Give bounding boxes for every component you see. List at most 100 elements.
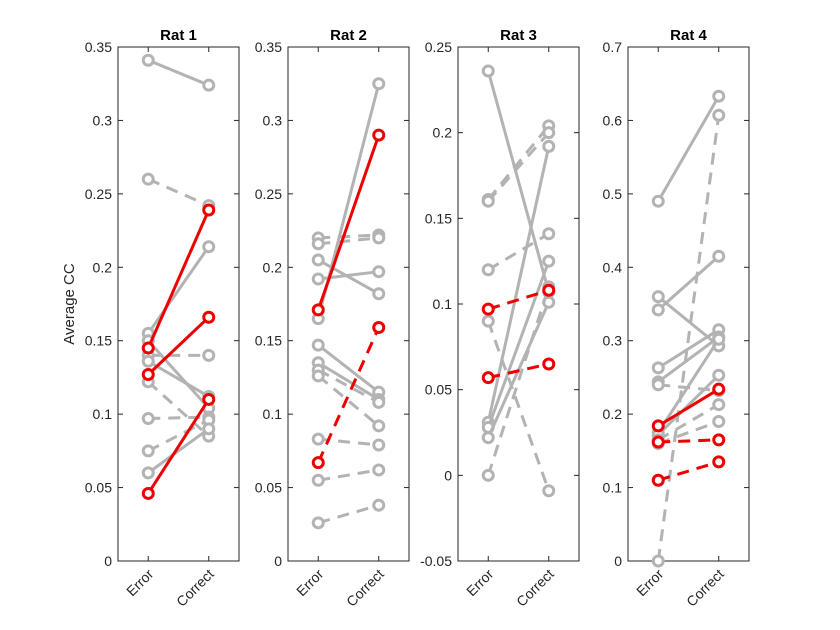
series-line xyxy=(657,460,720,482)
series-other xyxy=(481,314,556,498)
series-other xyxy=(481,254,556,434)
y-tick-label: 0.05 xyxy=(425,382,452,398)
series-other xyxy=(651,89,726,208)
data-point-marker xyxy=(481,302,495,316)
y-tick-label: 0.1 xyxy=(93,406,113,422)
data-point-marker xyxy=(141,341,155,355)
data-point-marker xyxy=(481,64,495,78)
series-line xyxy=(317,361,380,401)
data-point-marker xyxy=(372,77,386,91)
data-point-marker xyxy=(712,414,726,428)
series-line xyxy=(657,255,720,311)
series-other xyxy=(651,108,726,568)
y-tick-label: 0.05 xyxy=(255,480,282,496)
series-line xyxy=(486,286,551,476)
data-point-marker xyxy=(712,433,726,447)
data-point-marker xyxy=(202,78,216,92)
data-point-marker xyxy=(481,194,495,208)
axes-box xyxy=(287,46,410,562)
series-other xyxy=(141,413,216,458)
series-highlight xyxy=(481,357,556,385)
y-tick-label: 0.3 xyxy=(603,333,623,349)
series-other xyxy=(141,53,216,92)
data-point-marker xyxy=(372,438,386,452)
data-point-marker xyxy=(542,254,556,268)
data-point-marker xyxy=(712,108,726,122)
data-point-marker xyxy=(712,249,726,263)
data-point-marker xyxy=(311,272,325,286)
series-line xyxy=(657,420,720,445)
y-tick-label: 0.5 xyxy=(603,186,623,202)
series-line xyxy=(656,95,721,202)
y-tick-label: 0 xyxy=(274,553,282,569)
y-axis-label: Average CC xyxy=(61,263,78,345)
y-tick-label: 0.3 xyxy=(93,112,113,128)
data-point-marker xyxy=(651,290,665,304)
y-tick-label: 0.1 xyxy=(263,406,283,422)
data-point-marker xyxy=(651,378,665,392)
series-other xyxy=(481,126,556,208)
y-tick-label: 0.1 xyxy=(603,480,623,496)
series-line xyxy=(146,398,211,495)
y-tick-label: 0.2 xyxy=(433,125,453,141)
y-tick-label: 0 xyxy=(444,467,452,483)
data-point-marker xyxy=(372,320,386,334)
y-tick-label: 0.05 xyxy=(85,480,112,496)
series-line xyxy=(657,387,720,428)
data-point-marker xyxy=(141,444,155,458)
series-line xyxy=(147,380,210,438)
data-point-marker xyxy=(311,303,325,317)
series-line xyxy=(487,288,550,311)
data-point-marker xyxy=(542,139,556,153)
data-point-marker xyxy=(311,369,325,383)
series-other xyxy=(311,231,386,251)
series-line xyxy=(317,368,380,404)
series-line xyxy=(147,316,210,376)
series-highlight xyxy=(311,320,386,470)
data-point-marker xyxy=(372,231,386,245)
series-other xyxy=(651,323,726,375)
y-tick-label: 0.6 xyxy=(603,112,623,128)
data-point-marker xyxy=(311,516,325,530)
series-line xyxy=(317,503,380,525)
series-line xyxy=(486,70,551,293)
data-point-marker xyxy=(372,498,386,512)
series-highlight xyxy=(141,392,216,500)
series-line xyxy=(487,131,550,203)
data-point-marker xyxy=(651,435,665,449)
data-point-marker xyxy=(141,53,155,67)
series-line xyxy=(486,260,551,428)
data-point-marker xyxy=(311,456,325,470)
y-tick-label: 0 xyxy=(104,553,112,569)
series-other xyxy=(481,227,556,277)
series-other xyxy=(311,253,386,301)
series-line xyxy=(316,326,381,464)
data-point-marker xyxy=(372,128,386,142)
data-point-marker xyxy=(141,412,155,426)
series-line xyxy=(656,115,721,562)
data-point-marker xyxy=(712,332,726,346)
axes-box xyxy=(117,46,240,562)
data-point-marker xyxy=(311,237,325,251)
data-point-marker xyxy=(712,89,726,103)
data-point-marker xyxy=(651,303,665,317)
data-point-marker xyxy=(542,484,556,498)
data-point-marker xyxy=(481,431,495,445)
data-point-marker xyxy=(712,368,726,382)
data-point-marker xyxy=(712,455,726,469)
series-other xyxy=(311,463,386,487)
data-point-marker xyxy=(651,554,665,568)
data-point-marker xyxy=(311,253,325,267)
data-point-marker xyxy=(202,240,216,254)
series-line xyxy=(147,58,210,87)
data-point-marker xyxy=(141,466,155,480)
data-point-marker xyxy=(481,468,495,482)
data-point-marker xyxy=(372,287,386,301)
series-line xyxy=(658,438,719,444)
y-tick-label: 0.1 xyxy=(433,296,453,312)
series-other xyxy=(141,422,216,480)
series-line xyxy=(147,418,210,453)
data-point-marker xyxy=(141,486,155,500)
